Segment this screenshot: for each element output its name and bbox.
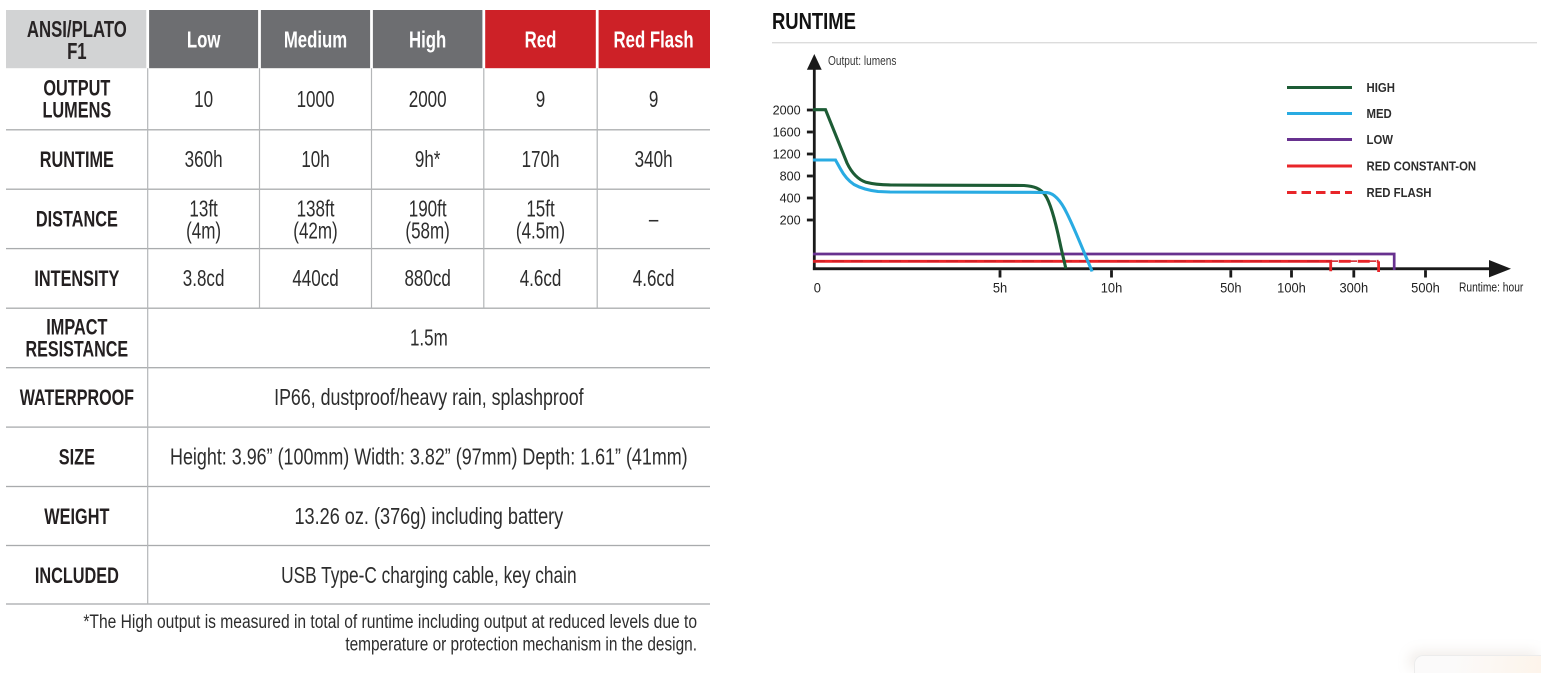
svg-text:1000: 1000: [297, 88, 335, 113]
svg-text:10: 10: [194, 88, 213, 113]
svg-text:MED: MED: [1367, 107, 1393, 122]
svg-text:1.5m: 1.5m: [410, 326, 448, 351]
svg-text:15ft: 15ft: [526, 197, 555, 222]
svg-text:RUNTIME: RUNTIME: [772, 9, 856, 34]
svg-text:F1: F1: [67, 40, 87, 65]
svg-text:190ft: 190ft: [409, 197, 447, 222]
svg-text:temperature or protection mech: temperature or protection mechanism in t…: [345, 633, 697, 655]
svg-text:WEIGHT: WEIGHT: [44, 505, 109, 530]
svg-text:2000: 2000: [409, 88, 447, 113]
svg-text:10h: 10h: [1101, 280, 1122, 296]
svg-text:440cd: 440cd: [292, 267, 338, 292]
svg-text:ANSI/PLATO: ANSI/PLATO: [27, 18, 127, 43]
svg-text:HIGH: HIGH: [1367, 81, 1395, 96]
svg-text:RESISTANCE: RESISTANCE: [26, 338, 129, 362]
svg-text:3.8cd: 3.8cd: [183, 267, 225, 292]
svg-text:138ft: 138ft: [297, 197, 335, 222]
svg-text:High: High: [409, 28, 446, 53]
svg-text:Runtime: hour: Runtime: hour: [1459, 280, 1523, 294]
svg-text:Medium: Medium: [284, 28, 347, 53]
svg-text:IMPACT: IMPACT: [46, 315, 107, 340]
svg-text:500h: 500h: [1411, 280, 1440, 296]
svg-text:LUMENS: LUMENS: [42, 98, 111, 123]
svg-text:360h: 360h: [185, 148, 223, 173]
svg-text:300h: 300h: [1339, 280, 1368, 296]
svg-text:INTENSITY: INTENSITY: [34, 267, 119, 292]
svg-text:*The High output is measured i: *The High output is measured in total of…: [83, 611, 697, 633]
svg-text:–: –: [649, 207, 659, 232]
svg-text:Red Flash: Red Flash: [614, 28, 694, 53]
svg-text:1600: 1600: [773, 124, 801, 139]
svg-text:4.6cd: 4.6cd: [633, 267, 675, 292]
svg-text:880cd: 880cd: [404, 267, 450, 292]
svg-text:340h: 340h: [635, 148, 673, 173]
svg-text:9h*: 9h*: [415, 148, 441, 173]
svg-text:4.6cd: 4.6cd: [520, 267, 562, 292]
svg-text:LOW: LOW: [1367, 133, 1394, 148]
svg-text:170h: 170h: [522, 148, 560, 173]
svg-text:2000: 2000: [773, 102, 801, 117]
svg-text:Height: 3.96” (100mm) Width: 3: Height: 3.96” (100mm) Width: 3.82” (97mm…: [170, 445, 688, 471]
svg-text:50h: 50h: [1220, 280, 1241, 296]
svg-text:RUNTIME: RUNTIME: [40, 148, 114, 173]
svg-text:IP66, dustproof/heavy rain, sp: IP66, dustproof/heavy rain, splashproof: [274, 385, 584, 411]
svg-text:5h: 5h: [993, 280, 1007, 296]
svg-text:INCLUDED: INCLUDED: [35, 564, 119, 589]
svg-text:9: 9: [536, 88, 545, 113]
svg-text:0: 0: [814, 280, 821, 296]
svg-text:(58m): (58m): [405, 219, 449, 244]
svg-text:9: 9: [649, 88, 658, 113]
svg-text:13ft: 13ft: [189, 197, 218, 222]
svg-text:Low: Low: [187, 28, 221, 53]
svg-text:100h: 100h: [1277, 280, 1306, 296]
svg-text:USB Type-C charging cable, key: USB Type-C charging cable, key chain: [281, 564, 576, 589]
svg-text:13.26 oz. (376g) including bat: 13.26 oz. (376g) including battery: [294, 504, 563, 530]
svg-text:OUTPUT: OUTPUT: [43, 76, 110, 101]
svg-text:(4m): (4m): [186, 219, 221, 244]
svg-text:(4.5m): (4.5m): [516, 219, 565, 244]
svg-text:Output: lumens: Output: lumens: [828, 54, 897, 69]
svg-text:(42m): (42m): [293, 219, 337, 244]
svg-text:Red: Red: [525, 28, 557, 53]
svg-text:SIZE: SIZE: [59, 445, 95, 470]
svg-text:10h: 10h: [301, 148, 329, 173]
svg-text:WATERPROOF: WATERPROOF: [20, 387, 134, 411]
svg-text:RED CONSTANT-ON: RED CONSTANT-ON: [1367, 159, 1477, 174]
svg-text:400: 400: [780, 190, 801, 205]
svg-text:DISTANCE: DISTANCE: [36, 207, 118, 232]
svg-text:RED FLASH: RED FLASH: [1367, 186, 1432, 201]
svg-text:200: 200: [780, 212, 801, 227]
svg-text:800: 800: [780, 168, 801, 183]
svg-text:1200: 1200: [773, 146, 801, 161]
